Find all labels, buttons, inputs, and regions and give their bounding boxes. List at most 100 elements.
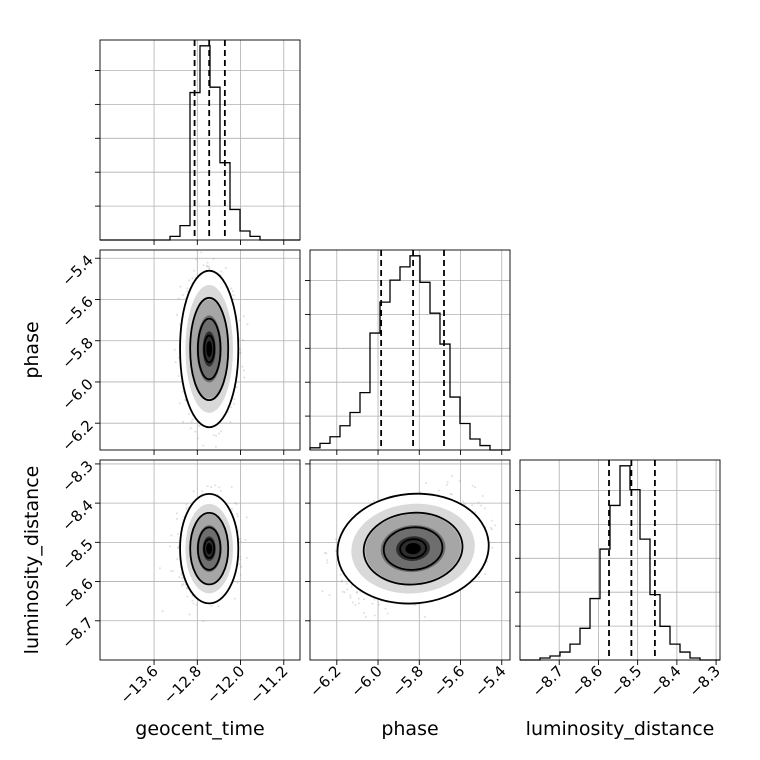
scatter-point [236,515,239,518]
y-tick-label: −8.5 [58,535,96,573]
scatter-point [233,397,236,400]
scatter-point [238,319,241,322]
scatter-point [231,290,234,293]
scatter-point [208,265,211,268]
y-tick-label: −8.6 [58,575,96,613]
x-axis-label-geocent-time: geocent_time [135,718,264,740]
scatter-point [215,434,218,437]
scatter-point [243,376,246,379]
x-tick-label: −8.6 [568,662,606,700]
scatter-point [181,577,184,580]
y-tick-label: −8.4 [58,496,96,534]
scatter-point [195,258,198,261]
scatter-point [194,430,197,433]
scatter-point [484,573,487,576]
contour-line [196,317,222,381]
x-axis-label-luminosity-distance: luminosity_distance [526,718,715,740]
scatter-point [176,313,179,316]
scatter-point [424,482,427,485]
scatter-point [326,561,329,564]
scatter-point [364,616,367,619]
scatter-point [491,528,494,531]
scatter-point [340,579,343,582]
scatter-point [484,507,487,510]
scatter-point [214,484,217,487]
scatter-point [168,545,171,548]
scatter-point [200,251,203,254]
joint-plot-area [310,460,510,660]
scatter-point [218,432,221,435]
x-tick-label: −13.6 [117,662,162,707]
scatter-point [216,242,218,244]
scatter-point [201,490,204,493]
joint-phase-vs-luminosity-distance: −6.2 −6.0 −5.8 −5.6 −5.4 [305,459,511,701]
scatter-point [191,599,194,602]
axes-frame [99,459,301,661]
scatter-point [179,285,182,288]
x-tick-label: −12.8 [160,662,205,707]
scatter-point [204,248,206,250]
scatter-point [178,576,181,579]
density-level [206,543,213,555]
scatter-point [355,590,358,593]
scatter-point [186,287,189,290]
scatter-point [176,557,179,560]
y-axis-label-phase: phase [21,321,43,378]
scatter-point [177,297,180,300]
scatter-point [230,485,233,488]
scatter-point [177,374,180,377]
scatter-point [240,565,243,568]
scatter-point [357,602,360,605]
scatter-point [217,605,220,608]
scatter-point [384,607,387,610]
scatter-point [174,361,177,364]
histogram-step-line [520,465,720,661]
scatter-point [189,427,192,430]
scatter-point [239,555,242,558]
joint-plot-area [100,460,300,660]
scatter-point [373,598,376,601]
scatter-point [239,537,242,540]
scatter-point [386,612,389,615]
scatter-point [234,501,237,504]
scatter-point [239,540,242,543]
scatter-point [176,546,179,549]
joint-geocent-time-vs-luminosity-distance: −13.6−12.8−12.0−11.2 −8.7−8.6−8.5−8.4−8.3 [58,457,301,707]
scatter-point [363,611,366,614]
scatter-point [202,264,205,267]
scatter-point [325,559,328,562]
axes-frame [309,459,511,661]
scatter-point [185,587,188,590]
scatter-point [232,298,235,301]
scatter-point [323,551,326,554]
axes-frame [519,459,721,661]
scatter-point [355,591,358,594]
scatter-point [236,512,239,515]
scatter-point [175,512,178,515]
scatter-point [198,424,201,427]
scatter-point [196,437,199,440]
x-tick-label: −8.4 [646,662,684,700]
joint-geocent-time-vs-phase: −6.2−6.0−5.8−5.6 −5.4 [58,242,301,455]
scatter-point [212,433,215,436]
x-tick-label: −8.7 [529,662,567,700]
scatter-point [474,486,477,489]
scatter-point [206,265,209,268]
scatter-point [182,583,185,586]
scatter-point [177,547,180,550]
marginal-luminosity-distance: −8.7 −8.6 −8.5 −8.4 −8.3 [515,459,724,701]
scatter-point [462,500,465,503]
scatter-point [202,620,205,623]
scatter-point [446,481,449,484]
marginal-phase [305,249,511,455]
scatter-point [491,546,494,549]
contour-line [399,538,427,559]
y-axis-label-luminosity-distance: luminosity_distance [21,466,43,655]
scatter-point [449,493,452,496]
scatter-point [170,569,173,572]
scatter-point [349,594,352,597]
scatter-point [241,365,244,368]
y-tick-label: −6.0 [58,375,96,413]
scatter-point [172,570,175,573]
scatter-point [489,526,492,529]
